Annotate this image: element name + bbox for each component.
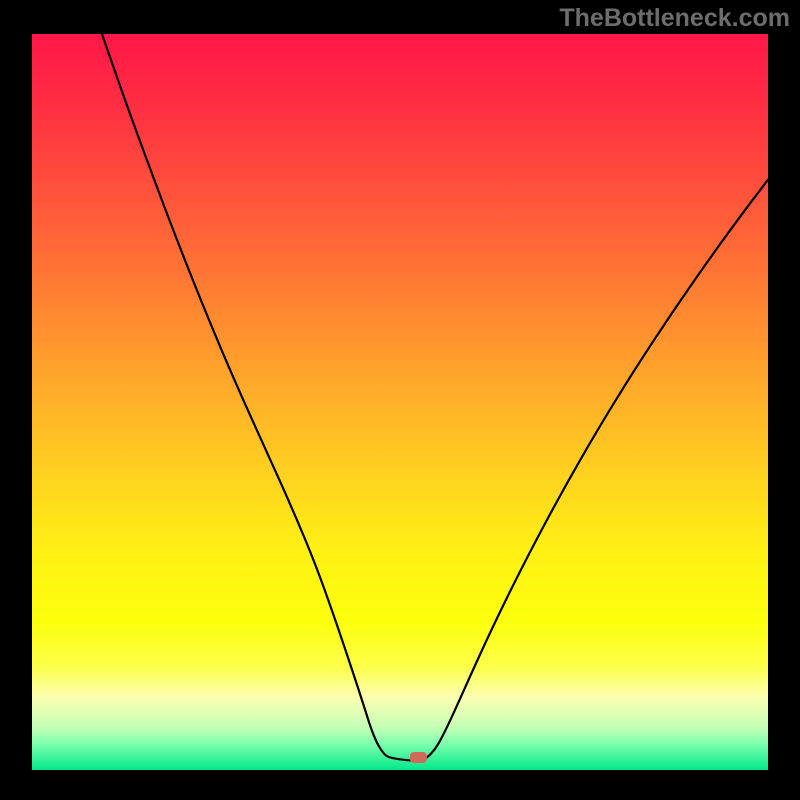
bottleneck-chart — [32, 34, 768, 770]
chart-frame: TheBottleneck.com — [0, 0, 800, 800]
watermark-text: TheBottleneck.com — [559, 4, 790, 33]
chart-background — [32, 34, 768, 770]
selection-marker — [410, 752, 427, 763]
